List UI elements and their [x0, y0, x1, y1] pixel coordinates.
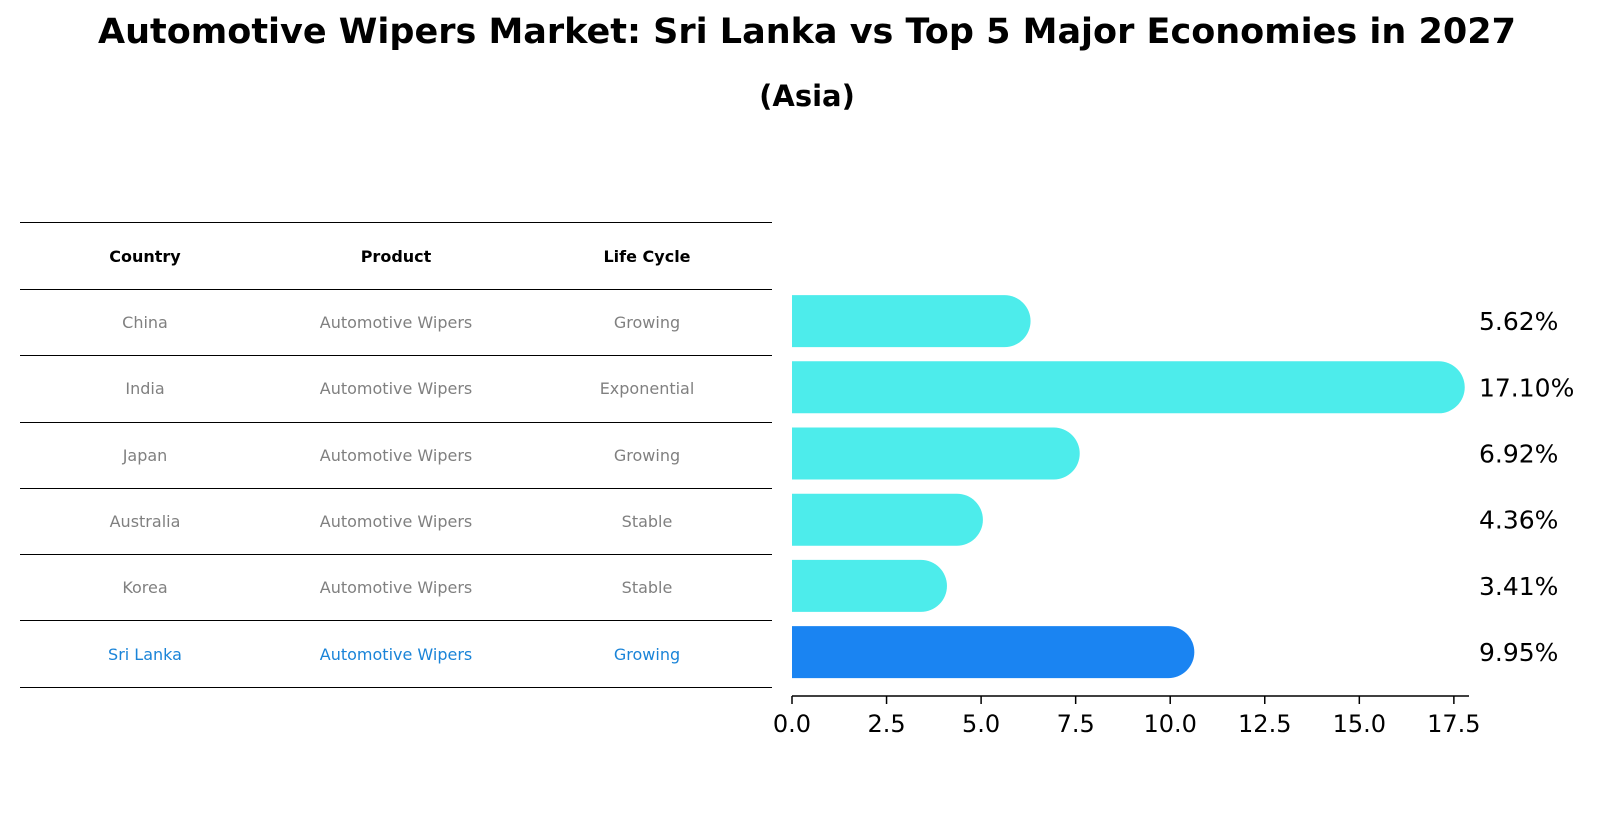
bar-india: [792, 361, 1465, 414]
product-cell: Automotive Wipers: [319, 578, 473, 598]
data-label: 5.62%: [1479, 307, 1558, 336]
country-cell: India: [125, 379, 165, 399]
life-cycle-cell: Growing: [613, 313, 681, 333]
data-label: 4.36%: [1479, 506, 1558, 535]
bar-sri-lanka: [792, 626, 1195, 679]
x-tick-label: 12.5: [1238, 710, 1291, 738]
life-cycle-cell: Growing: [613, 644, 681, 664]
table-row: Japan Automotive Wipers Growing: [20, 421, 772, 488]
data-label: 17.10%: [1479, 373, 1574, 402]
product-cell: Automotive Wipers: [319, 313, 473, 333]
life-cycle-cell: Exponential: [599, 379, 695, 399]
country-cell: China: [122, 313, 168, 333]
country-cell: Japan: [122, 445, 168, 465]
table-row: China Automotive Wipers Growing: [20, 289, 772, 355]
product-cell: Automotive Wipers: [319, 445, 473, 465]
life-cycle-cell: Stable: [621, 512, 673, 532]
table-header-row: Country Product Life Cycle: [20, 222, 772, 289]
table-row: Australia Automotive Wipers Stable: [20, 487, 772, 554]
chart-subtitle: (Asia): [759, 79, 855, 113]
bar-korea: [792, 559, 947, 612]
table-row: Korea Automotive Wipers Stable: [20, 554, 772, 620]
data-label: 6.92%: [1479, 440, 1558, 469]
header-life-cycle: Life Cycle: [603, 246, 691, 266]
country-table: Country Product Life Cycle China Automot…: [20, 222, 772, 688]
x-tick-label: 2.5: [867, 710, 905, 738]
table-row-highlighted: Sri Lanka Automotive Wipers Growing: [20, 620, 772, 688]
x-tick-label: 0.0: [773, 710, 811, 738]
country-cell: Korea: [122, 578, 168, 598]
product-cell: Automotive Wipers: [319, 644, 473, 664]
x-tick-label: 10.0: [1143, 710, 1196, 738]
data-label: 3.41%: [1479, 572, 1558, 601]
life-cycle-cell: Stable: [621, 578, 673, 598]
life-cycle-cell: Growing: [613, 445, 681, 465]
x-tick-label: 15.0: [1333, 710, 1386, 738]
x-tick-label: 17.5: [1427, 710, 1480, 738]
x-tick-label: 7.5: [1057, 710, 1095, 738]
country-cell: Sri Lanka: [108, 644, 182, 664]
bar-australia: [792, 493, 983, 546]
country-cell: Australia: [109, 512, 181, 532]
product-cell: Automotive Wipers: [319, 512, 473, 532]
header-country: Country: [109, 246, 181, 266]
x-tick-label: 5.0: [962, 710, 1000, 738]
chart-title: Automotive Wipers Market: Sri Lanka vs T…: [98, 12, 1516, 52]
product-cell: Automotive Wipers: [319, 379, 473, 399]
table-row: India Automotive Wipers Exponential: [20, 355, 772, 421]
data-label: 9.95%: [1479, 638, 1558, 667]
header-product: Product: [360, 246, 432, 266]
bar-china: [792, 295, 1031, 348]
bar-japan: [792, 427, 1080, 480]
